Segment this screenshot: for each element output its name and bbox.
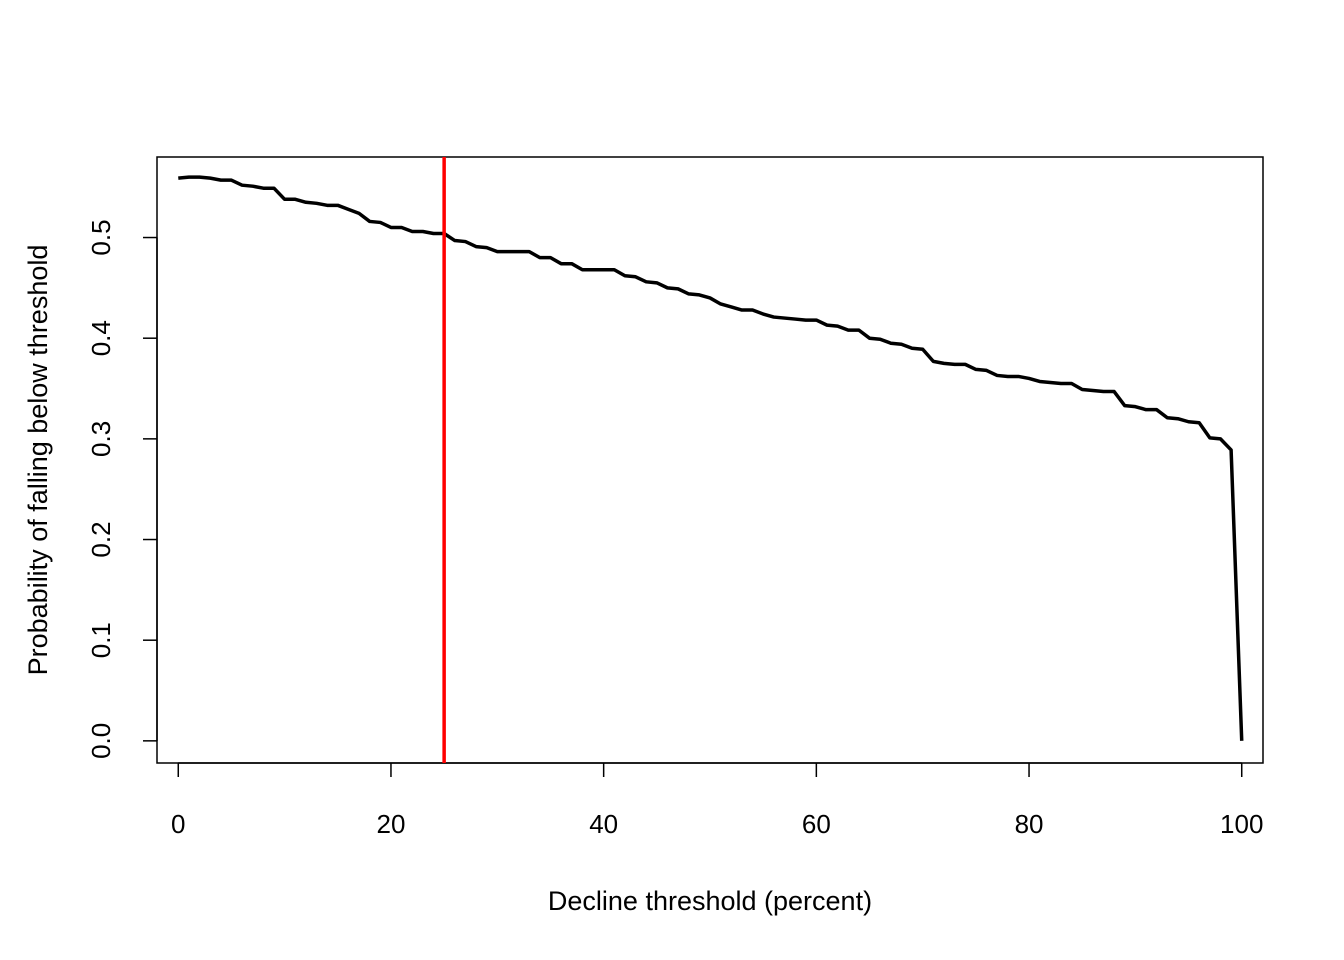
x-axis: 0 20 40 60 80 100	[171, 762, 1263, 839]
y-tick-label: 0.4	[86, 320, 116, 356]
x-tick-label: 80	[1015, 809, 1044, 839]
x-tick-label: 60	[802, 809, 831, 839]
x-axis-title: Decline threshold (percent)	[548, 886, 872, 916]
y-tick-label: 0.2	[86, 521, 116, 557]
series-layer	[178, 175, 1244, 741]
y-tick-label: 0.0	[86, 723, 116, 759]
y-tick-label: 0.1	[86, 622, 116, 658]
y-tick-label: 0.5	[86, 219, 116, 255]
plot-frame	[156, 156, 1264, 764]
x-tick-label: 40	[589, 809, 618, 839]
x-tick-label: 100	[1220, 809, 1263, 839]
x-tick-label: 0	[171, 809, 185, 839]
y-tick-label: 0.3	[86, 421, 116, 457]
y-axis-title: Probability of falling below threshold	[23, 245, 53, 676]
y-axis: 0.0 0.1 0.2 0.3 0.4 0.5	[86, 219, 158, 759]
x-tick-label: 20	[377, 809, 406, 839]
series-line	[178, 175, 1244, 741]
